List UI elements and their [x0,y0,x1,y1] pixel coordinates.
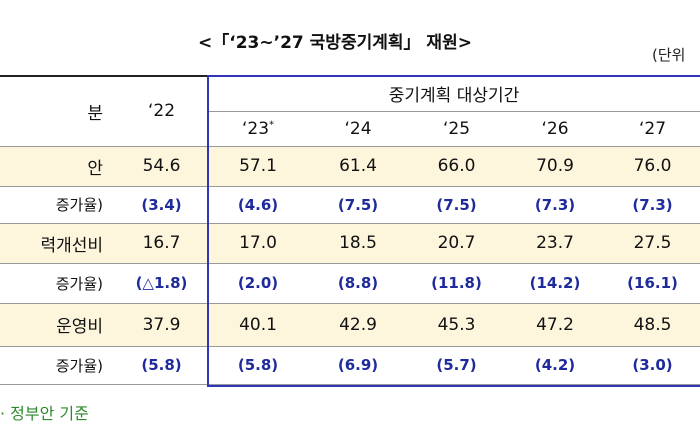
cell: 47.2 [505,303,605,347]
header-label: 분 [0,75,115,147]
cell: (4.2) [505,346,605,385]
row-label: 력개선비 [0,223,115,264]
year-text: ‘26 [541,118,569,139]
cell: (6.9) [308,346,408,385]
cell: 20.7 [408,223,505,264]
header-row: ‘23* ‘24 ‘25 ‘26 ‘27 [0,111,700,147]
data-row: 증가율) (5.8) (5.8) (6.9) (5.7) (4.2) (3.0) [0,346,700,385]
cell: (5.7) [408,346,505,385]
header-year: ‘27 [605,111,700,147]
cell: (16.1) [605,263,700,304]
cell: (8.8) [308,263,408,304]
data-row: 운영비 37.9 40.1 42.9 45.3 47.2 48.5 [0,303,700,347]
cell: 37.9 [115,303,208,347]
cell: 18.5 [308,223,408,264]
cell: 16.7 [115,223,208,264]
data-row: 력개선비 16.7 17.0 18.5 20.7 23.7 27.5 [0,223,700,264]
cell: (4.6) [208,186,308,224]
cell: (2.0) [208,263,308,304]
cell: (14.2) [505,263,605,304]
cell: 48.5 [605,303,700,347]
cell: (7.3) [505,186,605,224]
title: <「‘23~’27 국방중기계획」 재원> [198,33,472,53]
cell: (3.0) [605,346,700,385]
cell: 66.0 [408,146,505,187]
cell: (5.8) [208,346,308,385]
cell: 76.0 [605,146,700,187]
data-row: 증가율) (3.4) (4.6) (7.5) (7.5) (7.3) (7.3) [0,186,700,224]
header-year: ‘25 [408,111,505,147]
header-year: ‘23* [208,111,308,147]
cell: 70.9 [505,146,605,187]
cell: (3.4) [115,186,208,224]
cell: 61.4 [308,146,408,187]
row-label: 운영비 [0,303,115,347]
row-label: 증가율) [0,263,115,304]
cell: 57.1 [208,146,308,187]
row-label: 증가율) [0,346,115,385]
year-text: ‘25 [442,118,471,139]
year-text: ‘23 [241,118,270,139]
header-row: 분 ‘22 중기계획 대상기간 [0,75,700,147]
cell: 54.6 [115,146,208,187]
cell: (7.3) [605,186,700,224]
header-year: ‘26 [505,111,605,147]
row-label: 증가율) [0,186,115,224]
cell: (△1.8) [115,263,208,304]
cell: 40.1 [208,303,308,347]
cell: (7.5) [408,186,505,224]
table: 분 ‘22 중기계획 대상기간 ‘23* ‘24 ‘25 ‘26 ‘27 안 54.6 57.1 61… [0,75,700,385]
year-text: ‘27 [639,118,667,139]
year-text: ‘24 [344,118,372,139]
header-year: ‘22 [115,75,208,147]
cell: 42.9 [308,303,408,347]
cell: (5.8) [115,346,208,385]
cell: (7.5) [308,186,408,224]
header-year: ‘24 [308,111,408,147]
cell: 45.3 [408,303,505,347]
cell: 17.0 [208,223,308,264]
data-row: 안 54.6 57.1 61.4 66.0 70.9 76.0 [0,146,700,187]
cell: (11.8) [408,263,505,304]
cell: 23.7 [505,223,605,264]
header-period: 중기계획 대상기간 [208,75,700,112]
year-mark: * [269,118,275,130]
data-row: 증가율) (△1.8) (2.0) (8.8) (11.8) (14.2) (16.1) [0,263,700,304]
row-label: 안 [0,146,115,187]
footnote: · 정부안 기준 [0,404,89,423]
cell: 27.5 [605,223,700,264]
unit: (단위 [652,46,686,64]
